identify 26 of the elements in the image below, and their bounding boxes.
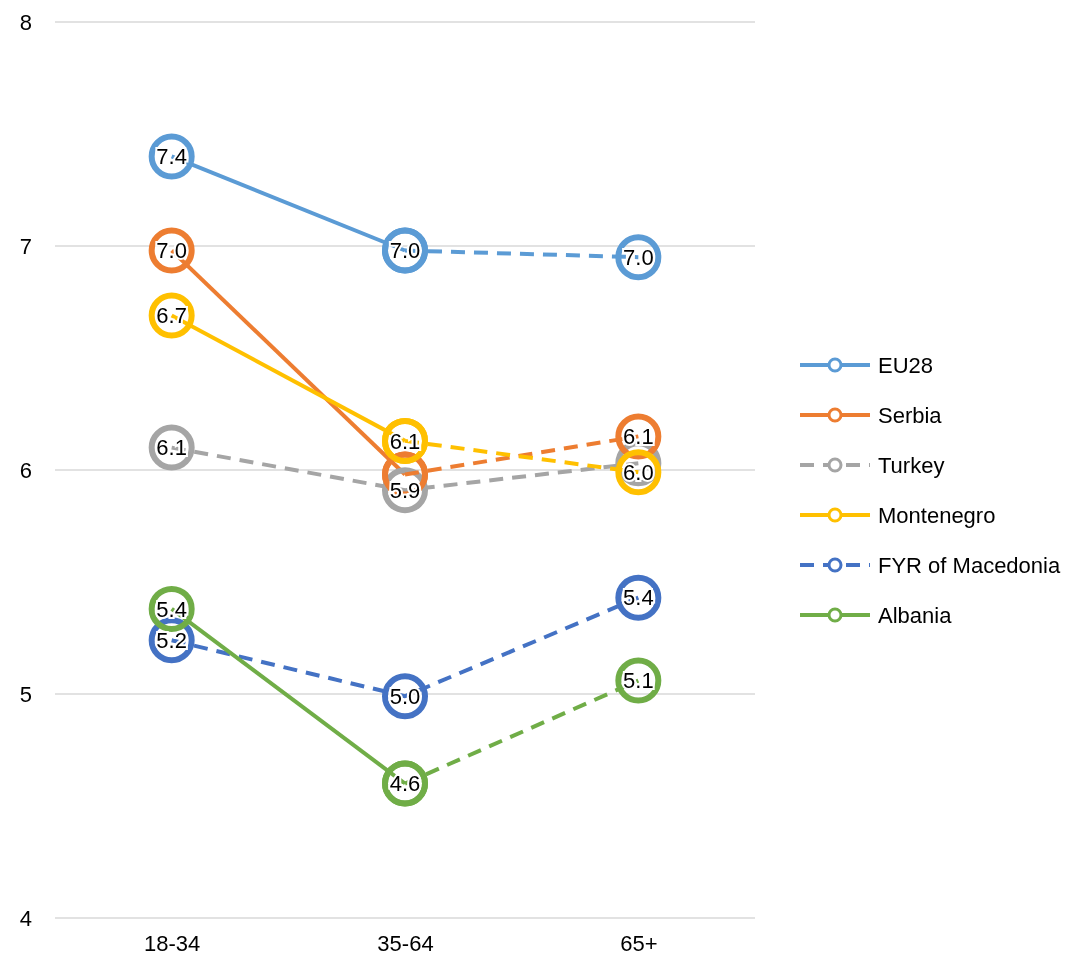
x-tick-label: 18-34 (144, 930, 201, 956)
x-tick-label: 65+ (620, 930, 658, 956)
data-label: 7.4 (156, 144, 187, 170)
legend-label: Serbia (878, 402, 943, 428)
data-label: 7.0 (623, 244, 654, 270)
legend-label: EU28 (878, 352, 934, 378)
data-label: 6.1 (623, 424, 654, 450)
y-tick-label: 4 (19, 905, 32, 931)
data-label: 5.0 (389, 683, 421, 709)
data-label: 7.0 (156, 238, 187, 264)
y-tick-label: 8 (19, 9, 32, 35)
data-label: 6.0 (623, 459, 654, 485)
legend-label: FYR of Macedonia (878, 552, 1061, 578)
data-label: 5.4 (156, 596, 187, 622)
data-label: 5.4 (623, 585, 654, 611)
legend-label: Albania (878, 602, 953, 628)
data-label: 6.1 (156, 435, 187, 461)
legend-label: Montenegro (878, 502, 996, 528)
y-tick-label: 7 (19, 233, 32, 259)
x-tick-label: 35-64 (377, 930, 434, 956)
data-label: 5.1 (623, 668, 654, 694)
data-label: 6.7 (156, 303, 187, 329)
y-tick-label: 6 (19, 457, 32, 483)
legend-label: Turkey (878, 452, 945, 478)
y-tick-label: 5 (19, 681, 32, 707)
data-label: 5.2 (156, 627, 187, 653)
